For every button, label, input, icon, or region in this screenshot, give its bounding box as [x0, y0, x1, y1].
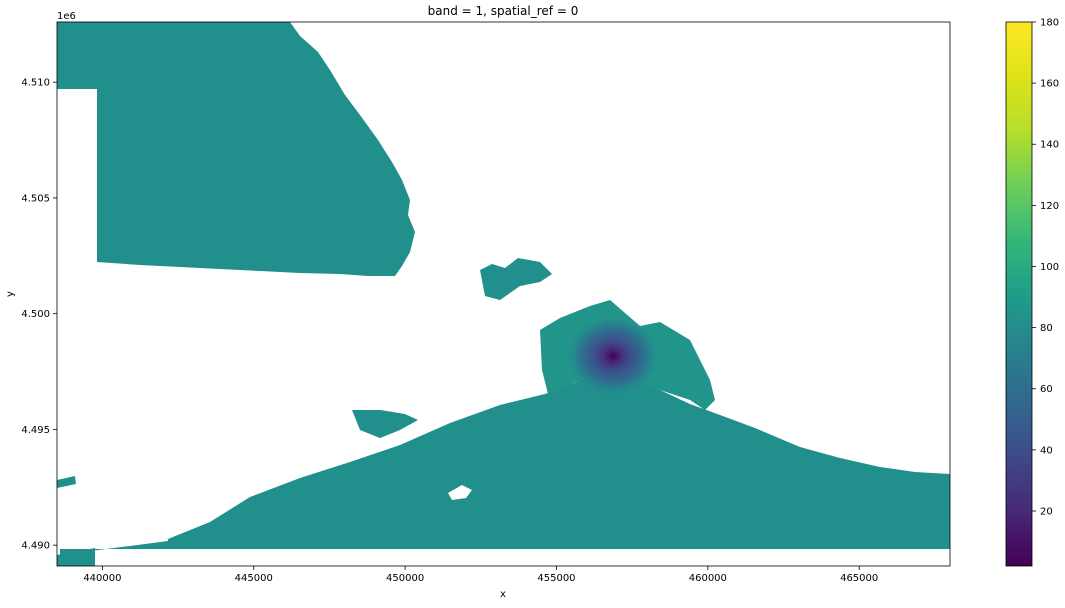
y-tick-label: 4.510	[21, 78, 50, 89]
colorbar-tick-label: 60	[1040, 384, 1053, 395]
colorbar-gradient	[1005, 21, 1033, 567]
raster-region-southwest-fringe	[57, 548, 95, 566]
raster-region-river-islands	[480, 258, 552, 300]
x-tick-label: 450000	[386, 573, 424, 584]
y-tick-label: 4.495	[21, 425, 50, 436]
colorbar-tick-label: 120	[1040, 201, 1059, 212]
colorbar-tick-label: 20	[1040, 506, 1053, 517]
x-tick-label: 445000	[235, 573, 273, 584]
x-tick-label: 440000	[83, 573, 121, 584]
raster-region-southern-coast	[60, 372, 950, 555]
y-axis-offset-label: 1e6	[57, 11, 76, 22]
x-tick-label: 465000	[840, 573, 878, 584]
x-tick-label: 460000	[689, 573, 727, 584]
raster-region-south-bay-hole	[448, 485, 472, 500]
colorbar-tick-label: 180	[1040, 18, 1059, 29]
y-tick-label: 4.505	[21, 193, 50, 204]
plot-area	[57, 22, 950, 566]
raster-region-west-strip	[57, 476, 76, 488]
y-tick-label: 4.500	[21, 309, 50, 320]
colorbar-tick-label: 40	[1040, 445, 1053, 456]
plot-frame	[56, 21, 951, 567]
y-axis-label: y	[5, 291, 16, 297]
colorbar-tick-label: 160	[1040, 79, 1059, 90]
colorbar: 20 40 60 80 100 120 140 160 180	[1005, 18, 1059, 567]
colorbar-tick-label: 100	[1040, 262, 1059, 273]
colorbar-ticks: 20 40 60 80 100 120 140 160 180	[1032, 18, 1059, 517]
x-axis-label: x	[500, 589, 506, 600]
chart-title: band = 1, spatial_ref = 0	[428, 4, 579, 18]
raster-region-mid-islands	[352, 410, 418, 438]
y-axis-ticks: 4.490 4.495 4.500 4.505 4.510	[21, 78, 57, 552]
minimum-hotspot	[567, 316, 659, 396]
x-tick-label: 455000	[537, 573, 575, 584]
colorbar-tick-label: 80	[1040, 323, 1053, 334]
colorbar-tick-label: 140	[1040, 140, 1059, 151]
raster-region-northwest-land	[57, 22, 415, 276]
y-tick-label: 4.490	[21, 541, 50, 552]
x-axis-ticks: 440000 445000 450000 455000 460000 465000	[83, 566, 878, 584]
